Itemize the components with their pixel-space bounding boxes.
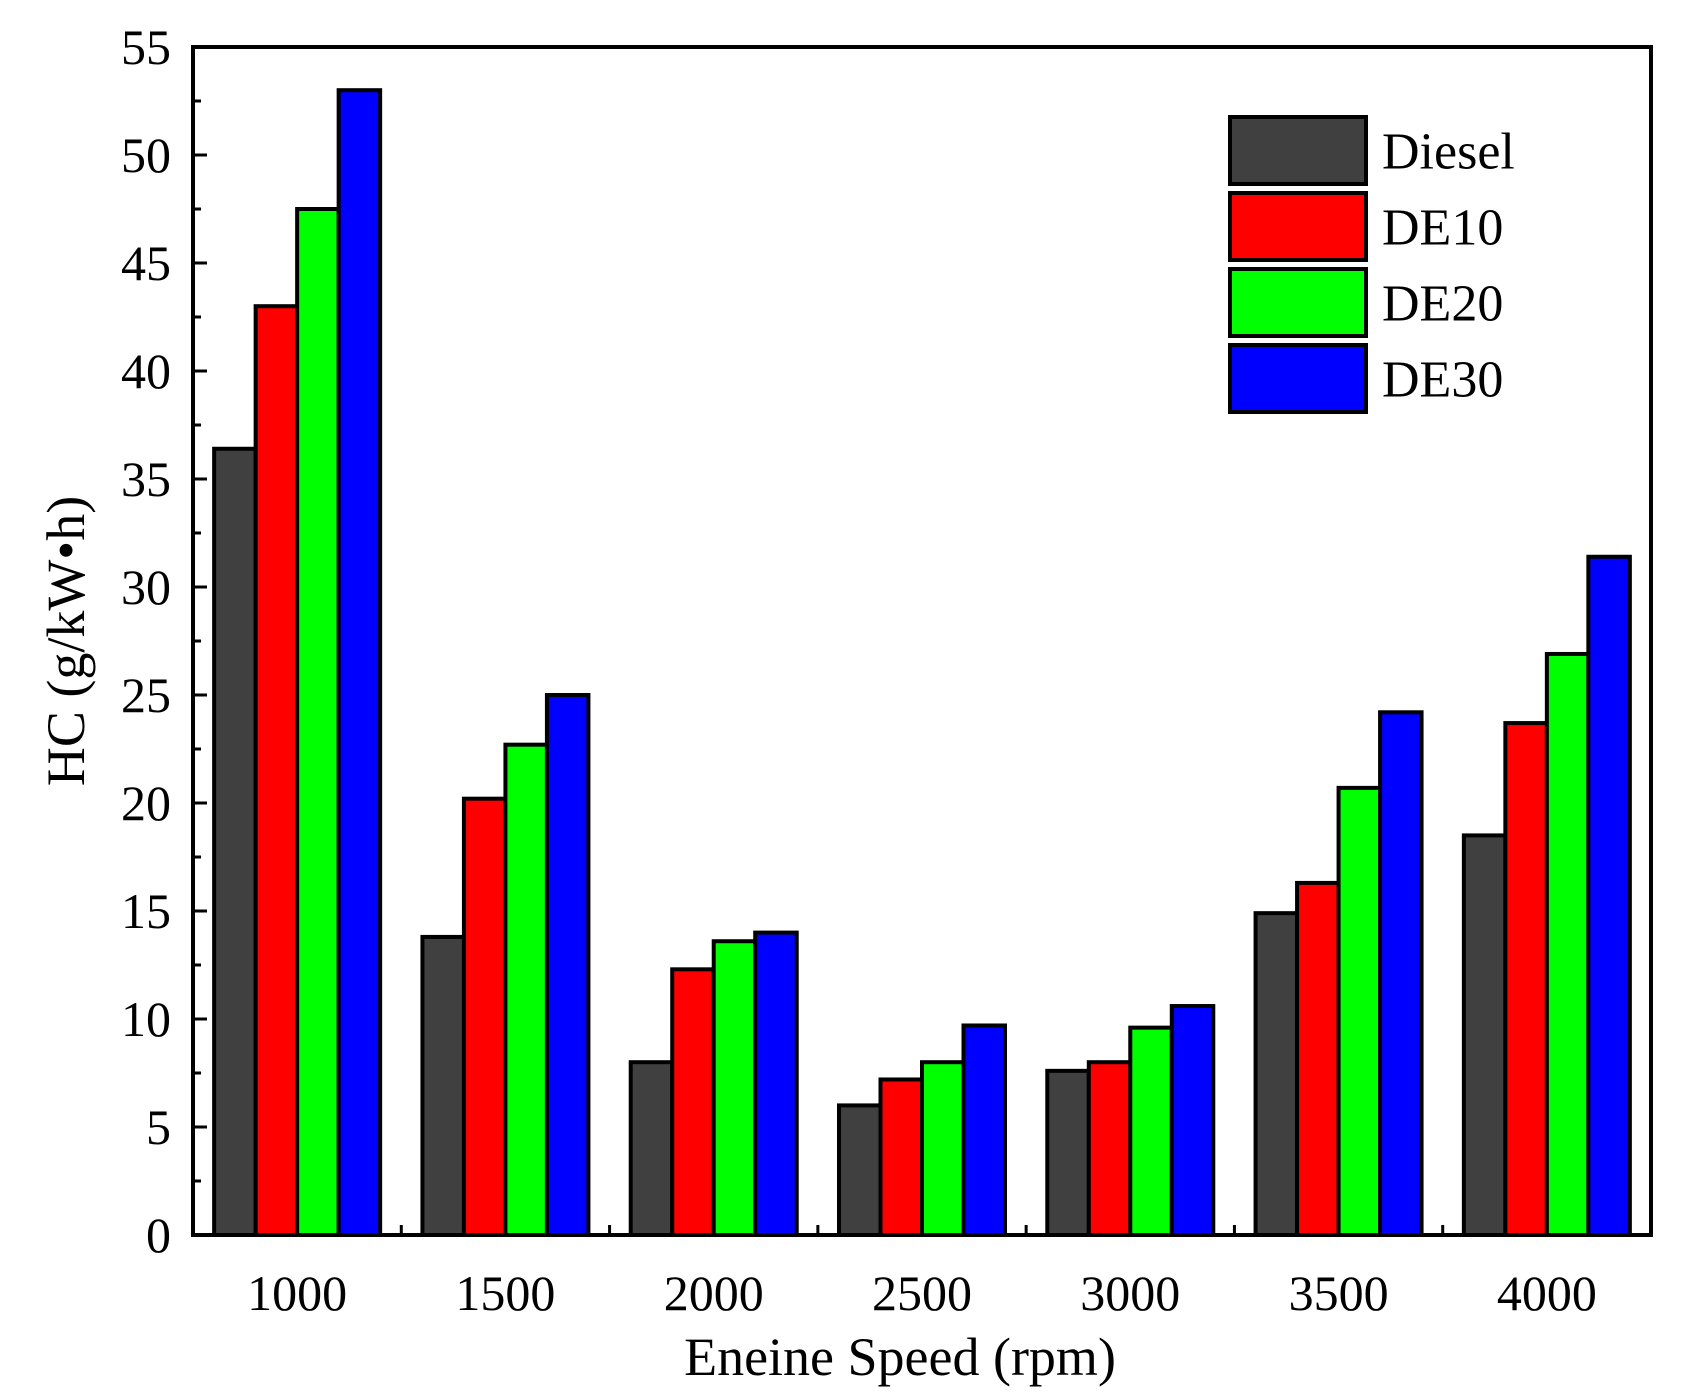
bar-diesel-2500 [837, 1103, 883, 1238]
x-axis-ticks: 1000 1500 2000 2500 3000 3500 4000 [247, 1225, 1597, 1321]
bar-de10-1500 [461, 796, 508, 1237]
bar-diesel-2000 [628, 1060, 675, 1237]
bar-diesel-1000 [212, 446, 258, 1237]
x-tick-label: 3000 [1080, 1265, 1180, 1321]
legend-swatch-diesel [1228, 115, 1368, 186]
y-tick-label: 25 [121, 667, 171, 723]
legend-swatch-de10 [1228, 191, 1368, 262]
bar-diesel-3000 [1045, 1068, 1091, 1237]
bar-de20-3500 [1336, 785, 1383, 1237]
bar-de30-4000 [1586, 554, 1632, 1237]
legend-label-de30: DE30 [1382, 352, 1503, 409]
bar-de20-2500 [920, 1060, 966, 1237]
legend-label-de10: DE10 [1382, 200, 1503, 257]
x-tick-label: 1500 [455, 1265, 555, 1321]
y-tick-label: 10 [121, 991, 171, 1047]
bar-de10-3000 [1086, 1060, 1133, 1237]
y-tick-label: 5 [146, 1099, 171, 1155]
x-tick-label: 3500 [1289, 1265, 1389, 1321]
bar-diesel-4000 [1461, 833, 1508, 1238]
legend-swatch-de30 [1228, 343, 1368, 414]
y-tick-label: 55 [121, 19, 171, 75]
bar-de10-1000 [253, 304, 300, 1237]
x-tick-label: 2000 [664, 1265, 764, 1321]
bar-de20-3000 [1128, 1025, 1174, 1238]
x-tick-label: 1000 [247, 1265, 347, 1321]
y-tick-label: 0 [146, 1207, 171, 1263]
bar-diesel-1500 [420, 934, 466, 1237]
legend-swatch-de20 [1228, 267, 1368, 338]
bars-layer [212, 88, 1632, 1238]
bar-de30-1000 [336, 88, 383, 1238]
legend-label-de20: DE20 [1382, 276, 1503, 333]
bar-de20-2000 [711, 939, 758, 1237]
y-axis-ticks: 0 5 10 15 20 25 30 35 40 45 50 55 [121, 19, 207, 1263]
bar-de10-2500 [878, 1077, 924, 1237]
y-tick-label: 20 [121, 775, 171, 831]
bar-de20-1000 [295, 207, 341, 1237]
bar-de10-4000 [1503, 721, 1549, 1238]
bar-de10-3500 [1295, 880, 1341, 1237]
bar-de10-2000 [670, 967, 716, 1237]
y-tick-label: 40 [121, 343, 171, 399]
legend: Diesel DE10 DE20 DE30 [1228, 115, 1515, 414]
bar-de30-1500 [544, 693, 591, 1237]
x-tick-label: 4000 [1497, 1265, 1597, 1321]
y-tick-label: 15 [121, 883, 171, 939]
bar-de30-3000 [1169, 1004, 1216, 1237]
bar-de30-3500 [1378, 710, 1424, 1237]
x-axis-title: Eneine Speed (rpm) [684, 1327, 1116, 1387]
bar-de20-1500 [503, 742, 549, 1237]
bar-de30-2500 [961, 1023, 1007, 1237]
bar-de30-2000 [753, 930, 799, 1237]
y-axis-title: HC (g/kW•h) [36, 496, 96, 786]
bar-diesel-3500 [1253, 911, 1300, 1237]
legend-label-diesel: Diesel [1382, 124, 1515, 181]
y-tick-label: 50 [121, 127, 171, 183]
y-tick-label: 45 [121, 235, 171, 291]
y-tick-label: 30 [121, 559, 171, 615]
y-tick-label: 35 [121, 451, 171, 507]
bar-de20-4000 [1544, 651, 1591, 1237]
x-tick-label: 2500 [872, 1265, 972, 1321]
